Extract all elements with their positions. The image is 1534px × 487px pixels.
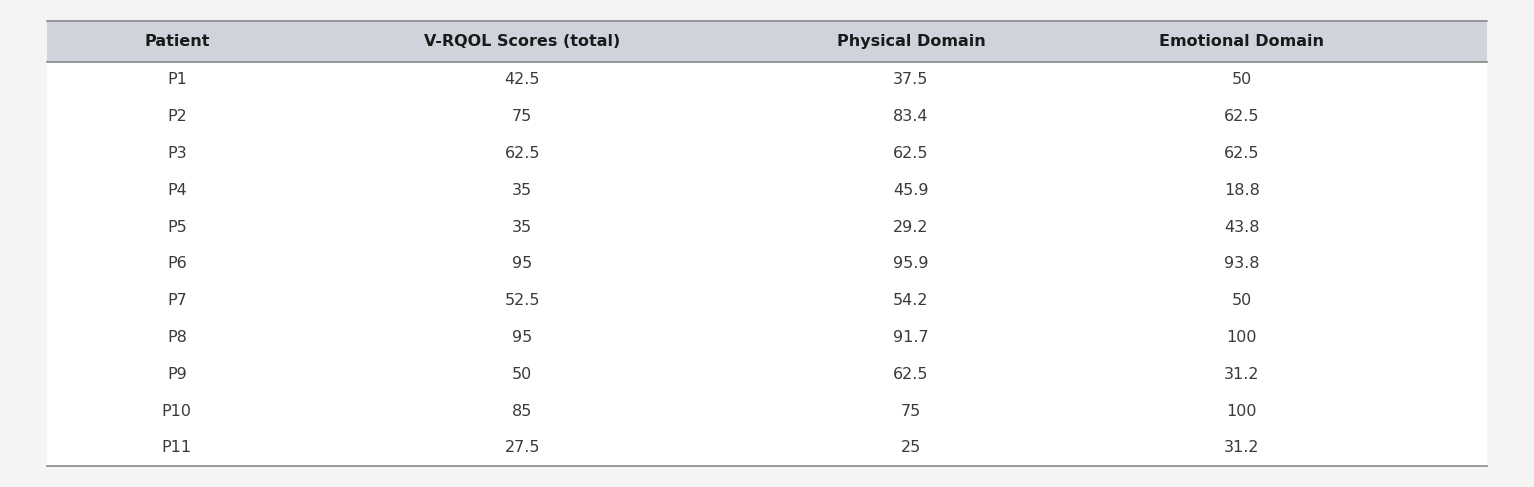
Text: 100: 100 <box>1227 330 1258 345</box>
Text: Physical Domain: Physical Domain <box>836 34 985 49</box>
Text: 31.2: 31.2 <box>1224 440 1259 455</box>
Text: 95.9: 95.9 <box>893 257 928 271</box>
Text: 31.2: 31.2 <box>1224 367 1259 382</box>
FancyBboxPatch shape <box>48 98 1486 135</box>
Text: 45.9: 45.9 <box>893 183 928 198</box>
FancyBboxPatch shape <box>48 61 1486 98</box>
Text: 93.8: 93.8 <box>1224 257 1259 271</box>
Text: P7: P7 <box>167 293 187 308</box>
Text: 18.8: 18.8 <box>1224 183 1259 198</box>
Text: 100: 100 <box>1227 404 1258 418</box>
Text: Patient: Patient <box>144 34 210 49</box>
Text: 85: 85 <box>512 404 532 418</box>
Text: 95: 95 <box>512 330 532 345</box>
Text: P8: P8 <box>167 330 187 345</box>
Text: 35: 35 <box>512 183 532 198</box>
FancyBboxPatch shape <box>48 21 1486 61</box>
Text: 50: 50 <box>512 367 532 382</box>
Text: P2: P2 <box>167 109 187 124</box>
Text: 83.4: 83.4 <box>893 109 928 124</box>
Text: P6: P6 <box>167 257 187 271</box>
Text: 62.5: 62.5 <box>893 146 928 161</box>
Text: 27.5: 27.5 <box>505 440 540 455</box>
Text: P9: P9 <box>167 367 187 382</box>
Text: 62.5: 62.5 <box>1224 146 1259 161</box>
Text: P10: P10 <box>163 404 192 418</box>
Text: 25: 25 <box>900 440 920 455</box>
FancyBboxPatch shape <box>48 135 1486 172</box>
FancyBboxPatch shape <box>48 319 1486 356</box>
Text: 50: 50 <box>1232 293 1252 308</box>
Text: P5: P5 <box>167 220 187 235</box>
Text: 91.7: 91.7 <box>893 330 928 345</box>
Text: 50: 50 <box>1232 73 1252 88</box>
Text: P3: P3 <box>167 146 187 161</box>
FancyBboxPatch shape <box>48 245 1486 282</box>
Text: 62.5: 62.5 <box>893 367 928 382</box>
Text: 54.2: 54.2 <box>893 293 928 308</box>
Text: 43.8: 43.8 <box>1224 220 1259 235</box>
Text: 29.2: 29.2 <box>893 220 928 235</box>
Text: Emotional Domain: Emotional Domain <box>1160 34 1324 49</box>
Text: 35: 35 <box>512 220 532 235</box>
Text: 62.5: 62.5 <box>1224 109 1259 124</box>
Text: 62.5: 62.5 <box>505 146 540 161</box>
FancyBboxPatch shape <box>48 430 1486 466</box>
Text: 75: 75 <box>900 404 920 418</box>
Text: P4: P4 <box>167 183 187 198</box>
Text: P11: P11 <box>161 440 192 455</box>
FancyBboxPatch shape <box>48 356 1486 393</box>
Text: 52.5: 52.5 <box>505 293 540 308</box>
FancyBboxPatch shape <box>48 172 1486 209</box>
Text: 95: 95 <box>512 257 532 271</box>
Text: 75: 75 <box>512 109 532 124</box>
Text: P1: P1 <box>167 73 187 88</box>
FancyBboxPatch shape <box>48 282 1486 319</box>
Text: 37.5: 37.5 <box>893 73 928 88</box>
Text: V-RQOL Scores (total): V-RQOL Scores (total) <box>425 34 620 49</box>
FancyBboxPatch shape <box>48 209 1486 245</box>
FancyBboxPatch shape <box>48 393 1486 430</box>
Text: 42.5: 42.5 <box>505 73 540 88</box>
